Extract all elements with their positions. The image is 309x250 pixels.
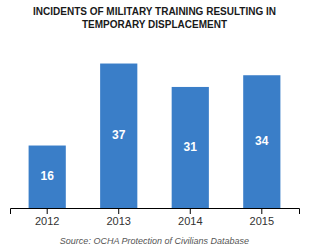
title: INCIDENTS OF MILITARY TRAINING RESULTING… — [33, 6, 276, 30]
data-label: 34 — [255, 134, 269, 148]
bar — [100, 64, 137, 208]
x-tick-label: 2015 — [250, 215, 274, 227]
x-tick: 2014 — [178, 208, 202, 227]
chart: INCIDENTS OF MILITARY TRAINING RESULTING… — [0, 0, 309, 250]
x-tick-mark — [47, 208, 48, 214]
x-tick: 2012 — [35, 208, 59, 227]
bars — [29, 64, 281, 208]
data-label: 31 — [184, 140, 198, 154]
data-label: 37 — [112, 128, 126, 142]
x-tick-mark — [118, 208, 119, 214]
x-tick-label: 2014 — [178, 215, 202, 227]
bar — [243, 75, 280, 208]
x-tick-label: 2013 — [106, 215, 130, 227]
x-tick-label: 2012 — [35, 215, 59, 227]
x-tick-mark — [190, 208, 191, 214]
x-axis: 2012 2013 2014 2015 — [11, 208, 300, 227]
bar — [29, 146, 66, 208]
data-labels: 16 37 31 34 — [41, 128, 269, 183]
data-label: 16 — [41, 169, 55, 183]
x-tick: 2015 — [250, 208, 274, 227]
x-tick: 2013 — [106, 208, 130, 227]
bar — [172, 87, 209, 208]
source: Source: OCHA Protection of Civilians Dat… — [60, 236, 249, 246]
x-axis-line — [11, 209, 300, 215]
plot: 2012 2013 2014 2015 16 37 31 34 — [11, 64, 300, 227]
x-tick-mark — [261, 208, 262, 214]
